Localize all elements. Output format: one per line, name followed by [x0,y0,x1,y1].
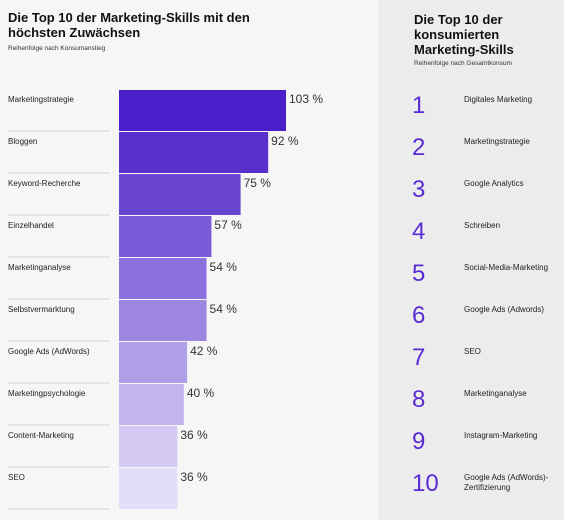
rank-label: Schreiben [464,221,501,230]
value-label: 75 % [244,176,272,190]
rank-label: SEO [464,347,481,356]
category-label: Google Ads (AdWords) [8,347,90,356]
bar [119,90,286,131]
rank-number: 4 [412,218,426,245]
category-label: Keyword-Recherche [8,179,81,188]
bar [119,468,178,509]
ranking-panel: Die Top 10 der konsumierten Marketing-Sk… [378,0,564,520]
rank-number: 5 [412,260,426,287]
bar [119,216,212,257]
rank-number: 7 [412,344,426,371]
rank-label: Instagram-Marketing [464,431,538,440]
rank-number: 9 [412,428,426,455]
value-label: 36 % [180,470,208,484]
rank-label: Marketinganalyse [464,389,527,398]
value-label: 54 % [210,260,238,274]
bar [119,384,184,425]
chart-title: Die Top 10 der Marketing-Skills mit den … [8,10,250,40]
category-label: Einzelhandel [8,221,54,230]
rank-number: 8 [412,386,426,413]
ranking-title: Die Top 10 der konsumierten Marketing-Sk… [414,12,514,57]
rank-number: 6 [412,302,426,329]
value-label: 92 % [271,134,299,148]
value-label: 36 % [180,428,208,442]
category-label: Marketinganalyse [8,263,71,272]
category-label: Selbstvermarktung [8,305,75,314]
rank-number: 10 [412,470,439,497]
rank-number: 1 [412,92,426,119]
value-label: 57 % [214,218,242,232]
category-label: Content-Marketing [8,431,74,440]
category-label: Bloggen [8,137,37,146]
rank-number: 2 [412,134,426,161]
bar [119,300,207,341]
bar [119,132,269,173]
rank-number: 3 [412,176,426,203]
ranking-subtitle: Reihenfolge nach Gesamtkonsum [414,60,512,67]
bar [119,342,188,383]
bar [119,258,207,299]
value-label: 54 % [210,302,238,316]
chart-subtitle: Reihenfolge nach Konsumanstieg [8,45,106,52]
bar [119,426,178,467]
category-label: SEO [8,473,25,482]
value-label: 42 % [190,344,218,358]
rank-label: Digitales Marketing [464,95,533,104]
bar-chart: Marketingstrategie 103 % Bloggen 92 % Keywor… [8,90,323,510]
rank-label: Social-Media-Marketing [464,263,549,272]
rank-label: Google Ads (Adwords) [464,305,545,314]
category-label: Marketingpsychologie [8,389,86,398]
rank-label: Google Ads (AdWords)-Zertifizierung [464,473,549,492]
rank-label: Google Analytics [464,179,524,188]
bar [119,174,241,215]
category-label: Marketingstrategie [8,95,74,104]
rank-label: Marketingstrategie [464,137,530,146]
value-label: 103 % [289,92,323,106]
value-label: 40 % [187,386,215,400]
